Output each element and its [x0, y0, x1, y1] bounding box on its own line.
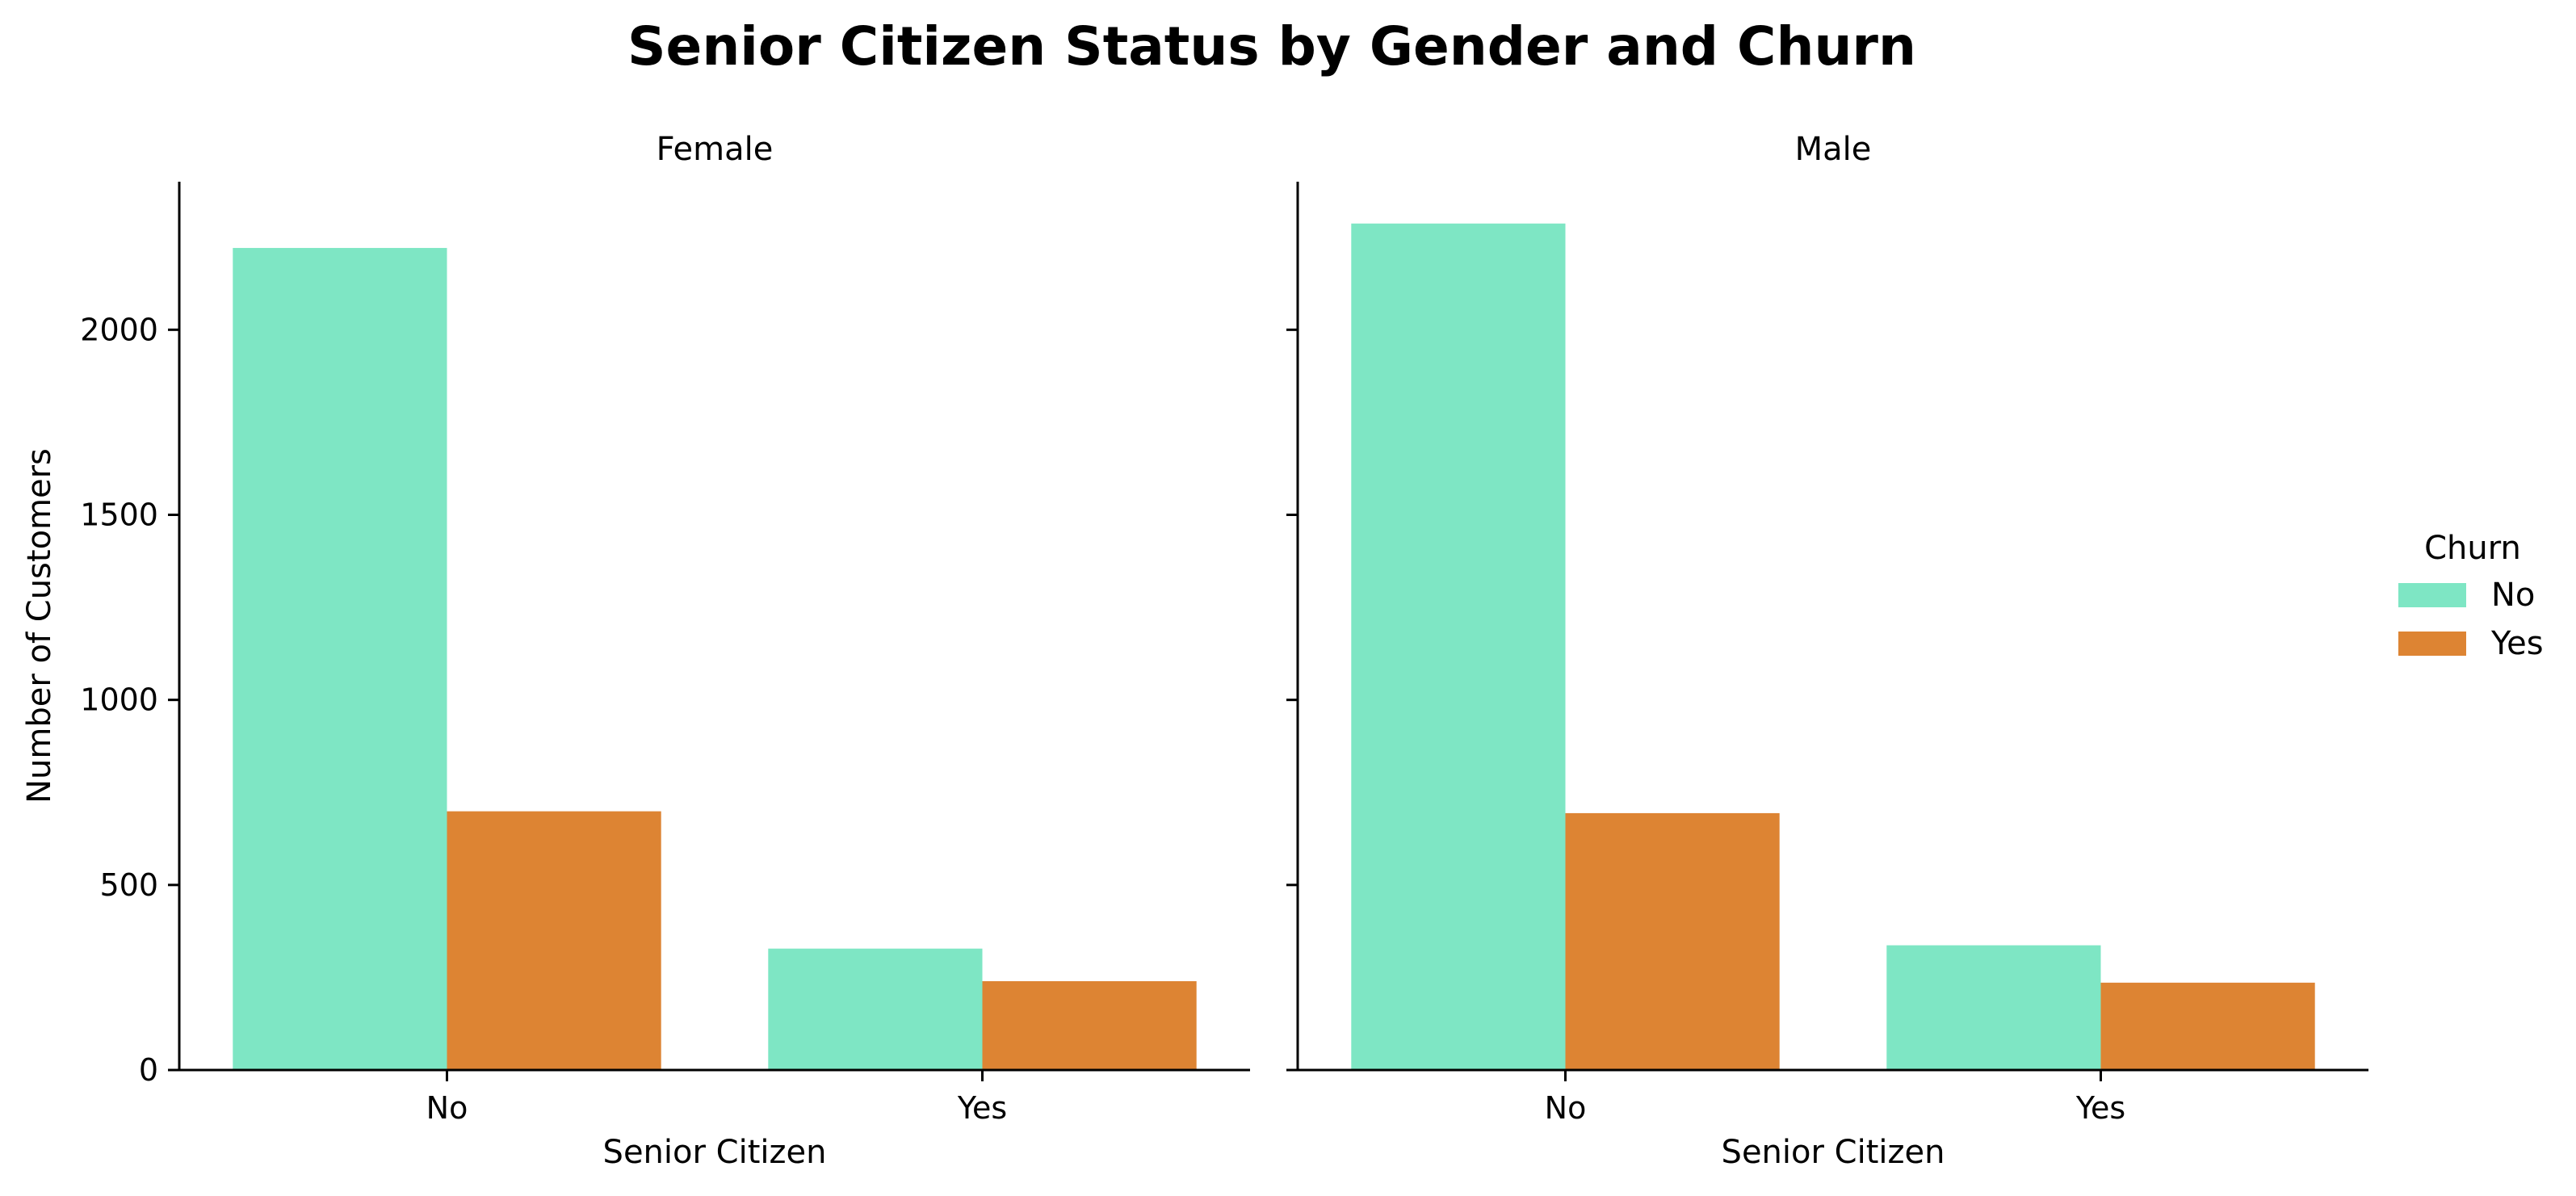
bar-male-senior-yes-churn-no	[1886, 945, 2101, 1070]
legend-swatch-yes	[2398, 632, 2466, 656]
chart-title: Senior Citizen Status by Gender and Chur…	[627, 15, 1916, 78]
y-tick-label: 0	[139, 1052, 158, 1088]
legend-swatch-no	[2398, 583, 2466, 607]
bar-male-senior-yes-churn-yes	[2100, 982, 2315, 1070]
bar-female-senior-no-churn-no	[233, 248, 447, 1071]
facet-panel-female: Female No Yes 0 500 1000 1500 2000 Senior Citize…	[80, 131, 1250, 1171]
bar-female-senior-no-churn-yes	[447, 811, 661, 1070]
facet-title: Female	[657, 131, 774, 168]
facet-panel-male: Male No Yes Senior Citizen	[1286, 131, 2368, 1171]
x-tick-label: Yes	[2075, 1090, 2125, 1126]
x-axis-label: Senior Citizen	[1722, 1134, 1945, 1171]
legend-label-no: No	[2491, 577, 2535, 614]
facet-title: Male	[1795, 131, 1872, 168]
bar-female-senior-yes-churn-yes	[982, 981, 1197, 1070]
bar-male-senior-no-churn-yes	[1565, 812, 1780, 1070]
y-tick-label: 1500	[80, 497, 158, 533]
legend-entries: No Yes	[2398, 577, 2544, 662]
bar-female-senior-yes-churn-no	[768, 948, 983, 1070]
legend: Churn No Yes	[2398, 530, 2544, 662]
x-tick-label: No	[1545, 1090, 1587, 1126]
facets: Female No Yes 0 500 1000 1500 2000 Senior Citize…	[80, 131, 2368, 1171]
y-tick-label: 500	[99, 867, 158, 903]
y-tick-label: 1000	[80, 682, 158, 718]
x-tick-label: No	[426, 1090, 468, 1126]
x-tick-label: Yes	[957, 1090, 1007, 1126]
legend-label-yes: Yes	[2490, 625, 2544, 662]
x-axis-label: Senior Citizen	[603, 1134, 827, 1171]
legend-title: Churn	[2424, 530, 2521, 567]
bar-male-senior-no-churn-no	[1351, 223, 1566, 1071]
y-tick-label: 2000	[80, 312, 158, 347]
y-axis-label: Number of Customers	[21, 448, 58, 804]
